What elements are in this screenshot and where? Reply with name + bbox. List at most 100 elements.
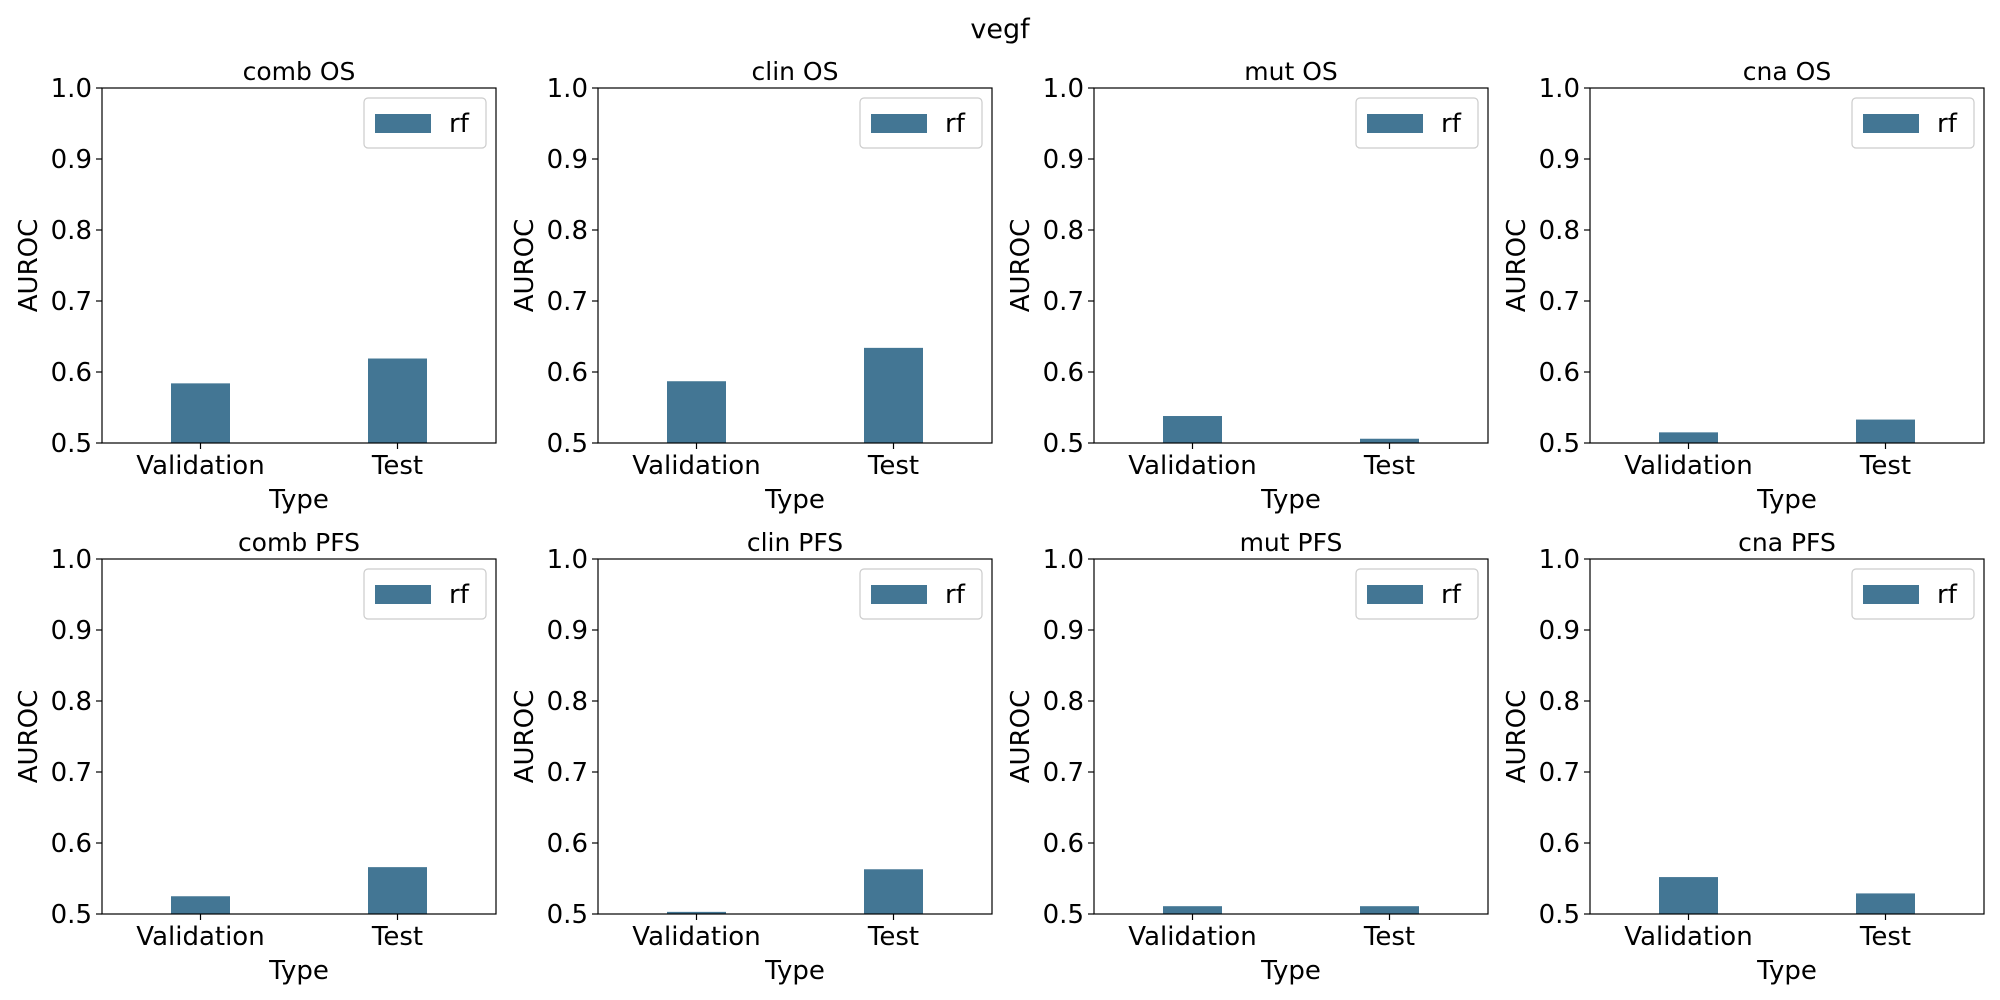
- legend-label: rf: [1937, 580, 1958, 610]
- subplot-title: cna PFS: [1738, 528, 1836, 557]
- y-axis-label: AUROC: [1006, 219, 1036, 313]
- y-axis-label: AUROC: [1006, 690, 1036, 784]
- legend-swatch: [871, 114, 927, 133]
- x-tick-label: Validation: [1128, 922, 1256, 952]
- subplot: 0.5 0.6 0.7 0.8 0.9 1.0 Validation Test Type AURO…: [14, 57, 497, 515]
- x-tick-label: Validation: [632, 922, 760, 952]
- bar: [864, 347, 923, 443]
- bar: [667, 381, 726, 443]
- subplot: 0.5 0.6 0.7 0.8 0.9 1.0 Validation Test Type AURO…: [1006, 528, 1489, 986]
- legend-swatch: [1367, 114, 1423, 133]
- bar: [171, 383, 230, 443]
- figure-title: vegf: [970, 14, 1030, 45]
- x-tick-label: Validation: [136, 922, 264, 952]
- subplot: 0.5 0.6 0.7 0.8 0.9 1.0 Validation Test Type AURO…: [510, 57, 993, 515]
- y-tick-label: 0.7: [1043, 287, 1084, 317]
- bar: [1163, 906, 1222, 914]
- x-axis-label: Type: [268, 485, 329, 515]
- x-tick-label: Validation: [632, 451, 760, 481]
- subplot-title: comb PFS: [238, 528, 360, 557]
- subplot-title: clin PFS: [747, 528, 843, 557]
- legend-swatch: [375, 114, 431, 133]
- y-tick-label: 0.5: [51, 900, 92, 930]
- subplot: 0.5 0.6 0.7 0.8 0.9 1.0 Validation Test Type AURO…: [1006, 57, 1489, 515]
- y-axis-label: AUROC: [510, 219, 540, 313]
- y-tick-label: 0.6: [547, 358, 588, 388]
- subplot: 0.5 0.6 0.7 0.8 0.9 1.0 Validation Test Type AURO…: [510, 528, 993, 986]
- legend: rf: [1355, 568, 1479, 620]
- legend-swatch: [871, 585, 927, 604]
- y-tick-label: 0.9: [51, 616, 92, 646]
- y-tick-label: 0.8: [1539, 687, 1580, 717]
- subplot-title: clin OS: [752, 57, 839, 86]
- x-tick-label: Validation: [1624, 922, 1752, 952]
- y-tick-label: 0.9: [547, 145, 588, 175]
- legend-label: rf: [1441, 109, 1462, 139]
- legend: rf: [859, 568, 983, 620]
- x-tick-label: Validation: [136, 451, 264, 481]
- legend: rf: [1851, 97, 1975, 149]
- y-tick-label: 0.6: [1539, 358, 1580, 388]
- bar: [171, 896, 230, 914]
- y-axis-label: AUROC: [1502, 219, 1532, 313]
- x-tick-label: Validation: [1128, 451, 1256, 481]
- legend: rf: [363, 97, 487, 149]
- axes-frame: [1093, 558, 1489, 915]
- y-tick-label: 0.9: [51, 145, 92, 175]
- y-tick-label: 1.0: [1539, 545, 1580, 575]
- y-tick-label: 0.7: [1043, 758, 1084, 788]
- x-axis-label: Type: [764, 956, 825, 986]
- y-tick-label: 0.8: [51, 216, 92, 246]
- x-axis-label: Type: [1260, 485, 1321, 515]
- y-tick-label: 0.7: [547, 287, 588, 317]
- y-tick-label: 0.7: [1539, 758, 1580, 788]
- y-tick-label: 1.0: [1539, 74, 1580, 104]
- y-tick-label: 0.9: [1539, 616, 1580, 646]
- bar: [1856, 419, 1915, 443]
- subplot-title: comb OS: [243, 57, 356, 86]
- y-tick-label: 0.6: [51, 829, 92, 859]
- bar: [1360, 438, 1419, 443]
- y-tick-label: 0.9: [1539, 145, 1580, 175]
- bar: [864, 869, 923, 914]
- y-tick-label: 0.5: [1043, 429, 1084, 459]
- y-axis-label: AUROC: [14, 219, 44, 313]
- axes-frame: [101, 87, 497, 444]
- y-tick-label: 0.8: [1539, 216, 1580, 246]
- y-tick-label: 1.0: [547, 74, 588, 104]
- axes-frame: [1093, 87, 1489, 444]
- y-axis-label: AUROC: [510, 690, 540, 784]
- x-tick-label: Test: [867, 922, 919, 952]
- legend-swatch: [1863, 585, 1919, 604]
- legend: rf: [363, 568, 487, 620]
- x-tick-label: Test: [1363, 451, 1415, 481]
- y-axis-label: AUROC: [14, 690, 44, 784]
- x-tick-label: Test: [867, 451, 919, 481]
- subplot-title: cna OS: [1743, 57, 1831, 86]
- y-tick-label: 0.8: [547, 216, 588, 246]
- y-tick-label: 0.5: [51, 429, 92, 459]
- y-tick-label: 0.7: [51, 758, 92, 788]
- x-axis-label: Type: [1756, 485, 1817, 515]
- y-tick-label: 0.7: [547, 758, 588, 788]
- x-tick-label: Test: [1859, 451, 1911, 481]
- subplot: 0.5 0.6 0.7 0.8 0.9 1.0 Validation Test Type AURO…: [1502, 57, 1985, 515]
- bar: [368, 358, 427, 443]
- legend-swatch: [1863, 114, 1919, 133]
- y-tick-label: 0.6: [51, 358, 92, 388]
- x-tick-label: Test: [371, 922, 423, 952]
- x-axis-label: Type: [1756, 956, 1817, 986]
- x-tick-label: Validation: [1624, 451, 1752, 481]
- legend-swatch: [1367, 585, 1423, 604]
- y-tick-label: 1.0: [51, 74, 92, 104]
- bar: [1856, 893, 1915, 914]
- x-axis-label: Type: [1260, 956, 1321, 986]
- y-tick-label: 0.6: [1539, 829, 1580, 859]
- axes-frame: [1589, 558, 1985, 915]
- x-axis-label: Type: [764, 485, 825, 515]
- legend-label: rf: [449, 580, 470, 610]
- legend-label: rf: [945, 580, 966, 610]
- y-tick-label: 0.5: [547, 900, 588, 930]
- y-tick-label: 0.8: [1043, 216, 1084, 246]
